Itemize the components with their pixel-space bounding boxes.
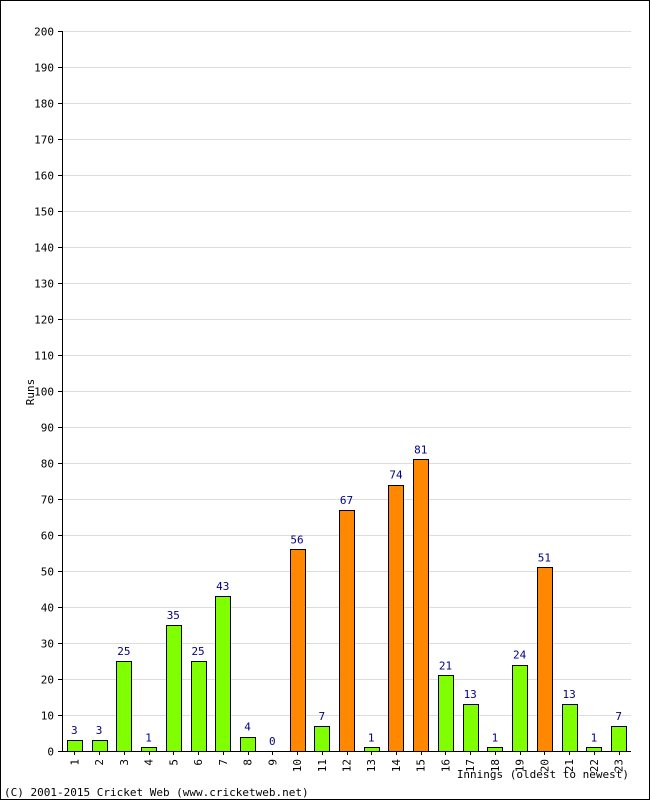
bar-value-label: 56 <box>290 533 303 546</box>
y-tick-label: 120 <box>34 314 54 327</box>
y-tick-label: 100 <box>34 386 54 399</box>
bar <box>290 549 306 752</box>
bar-value-label: 21 <box>439 659 452 672</box>
bar-value-label: 1 <box>368 731 375 744</box>
bar-value-label: 81 <box>414 443 427 456</box>
x-tick-label: 3 <box>118 759 131 766</box>
bar-value-label: 35 <box>167 609 180 622</box>
bar-value-label: 3 <box>96 724 103 737</box>
bar <box>215 596 231 752</box>
x-tick-label: 9 <box>266 759 279 766</box>
bar <box>67 740 83 752</box>
x-tick-label: 20 <box>538 759 551 772</box>
x-tick-label: 21 <box>563 759 576 772</box>
x-tick-label: 13 <box>365 759 378 772</box>
x-tick-label: 19 <box>514 759 527 772</box>
x-tick-label: 11 <box>316 759 329 772</box>
bar <box>116 661 132 752</box>
x-tick-label: 16 <box>439 759 452 772</box>
bar <box>364 747 380 752</box>
bar-value-label: 4 <box>244 721 251 734</box>
bar <box>141 747 157 752</box>
bar <box>487 747 503 752</box>
bar <box>191 661 207 752</box>
bar-value-labels: 3 3 25 1 35 25 43 4 0 56 7 67 1 74 81 21 13 1 24 51 13 1 7 <box>71 443 622 748</box>
bar <box>240 737 256 752</box>
x-tick-label: 10 <box>291 759 304 772</box>
y-tick-label: 30 <box>41 638 54 651</box>
axes <box>62 31 631 752</box>
y-tick-label: 160 <box>34 170 54 183</box>
x-tick-label: 17 <box>464 759 477 772</box>
x-axis-ticks: 1 2 3 4 5 6 7 8 9 10 11 12 13 14 15 16 17 18 19 20 21 22 23 <box>68 751 626 773</box>
y-tick-label: 190 <box>34 62 54 75</box>
x-tick-label: 7 <box>217 759 230 766</box>
y-tick-label: 170 <box>34 134 54 147</box>
grid-lines <box>62 31 631 716</box>
x-tick-label: 15 <box>415 759 428 772</box>
bar <box>438 675 454 752</box>
y-axis-ticks: 0 10 20 30 40 50 60 70 80 90 100 110 120 130 140 150 160… <box>34 26 62 759</box>
bar-value-label: 3 <box>71 724 78 737</box>
y-axis-label: Runs <box>24 379 37 406</box>
y-tick-label: 40 <box>41 602 54 615</box>
bar-value-label: 1 <box>145 731 152 744</box>
y-tick-label: 0 <box>47 746 54 759</box>
bar-value-label: 24 <box>513 649 527 662</box>
bar <box>512 665 528 752</box>
bar-value-label: 7 <box>318 710 325 723</box>
y-tick-label: 10 <box>41 710 54 723</box>
x-tick-label: 14 <box>390 759 403 773</box>
y-tick-label: 140 <box>34 242 54 255</box>
bar-value-label: 13 <box>563 688 576 701</box>
bar-value-label: 1 <box>591 731 598 744</box>
y-tick-label: 80 <box>41 458 54 471</box>
bar-value-label: 25 <box>191 645 204 658</box>
bar <box>388 485 404 752</box>
bar-value-label: 74 <box>389 469 403 482</box>
y-tick-label: 180 <box>34 98 54 111</box>
y-tick-label: 50 <box>41 566 54 579</box>
y-tick-label: 90 <box>41 422 54 435</box>
x-tick-label: 2 <box>93 759 106 766</box>
y-tick-label: 70 <box>41 494 54 507</box>
bar-value-label: 0 <box>269 735 276 748</box>
x-tick-label: 22 <box>588 759 601 772</box>
bar <box>314 726 330 752</box>
y-tick-label: 110 <box>34 350 54 363</box>
x-tick-label: 1 <box>68 759 81 766</box>
y-tick-label: 20 <box>41 674 54 687</box>
copyright-footer: (C) 2001-2015 Cricket Web (www.cricketwe… <box>4 786 309 799</box>
y-tick-label: 130 <box>34 278 54 291</box>
x-tick-label: 5 <box>167 759 180 766</box>
x-tick-label: 6 <box>192 759 205 766</box>
x-tick-label: 12 <box>341 759 354 772</box>
bar <box>537 567 553 752</box>
bar <box>339 510 355 752</box>
x-tick-label: 8 <box>242 759 255 766</box>
bar <box>586 747 602 752</box>
x-tick-label: 4 <box>143 759 156 766</box>
bar-value-label: 7 <box>615 710 622 723</box>
y-tick-label: 200 <box>34 26 54 39</box>
bar-value-label: 1 <box>492 731 499 744</box>
x-tick-label: 18 <box>489 759 502 772</box>
bar-value-label: 67 <box>340 494 353 507</box>
x-axis-label: Innings (oldest to newest) <box>457 768 629 781</box>
bar <box>463 704 479 752</box>
bar-value-label: 25 <box>117 645 130 658</box>
x-tick-label: 23 <box>613 759 626 772</box>
bar <box>413 459 429 752</box>
bar-value-label: 43 <box>216 580 229 593</box>
bar <box>166 625 182 752</box>
bar <box>562 704 578 752</box>
y-tick-label: 150 <box>34 206 54 219</box>
bar-value-label: 13 <box>464 688 477 701</box>
bar-value-label: 51 <box>538 551 551 564</box>
y-tick-label: 60 <box>41 530 54 543</box>
bar <box>611 726 627 752</box>
bar <box>92 740 108 752</box>
